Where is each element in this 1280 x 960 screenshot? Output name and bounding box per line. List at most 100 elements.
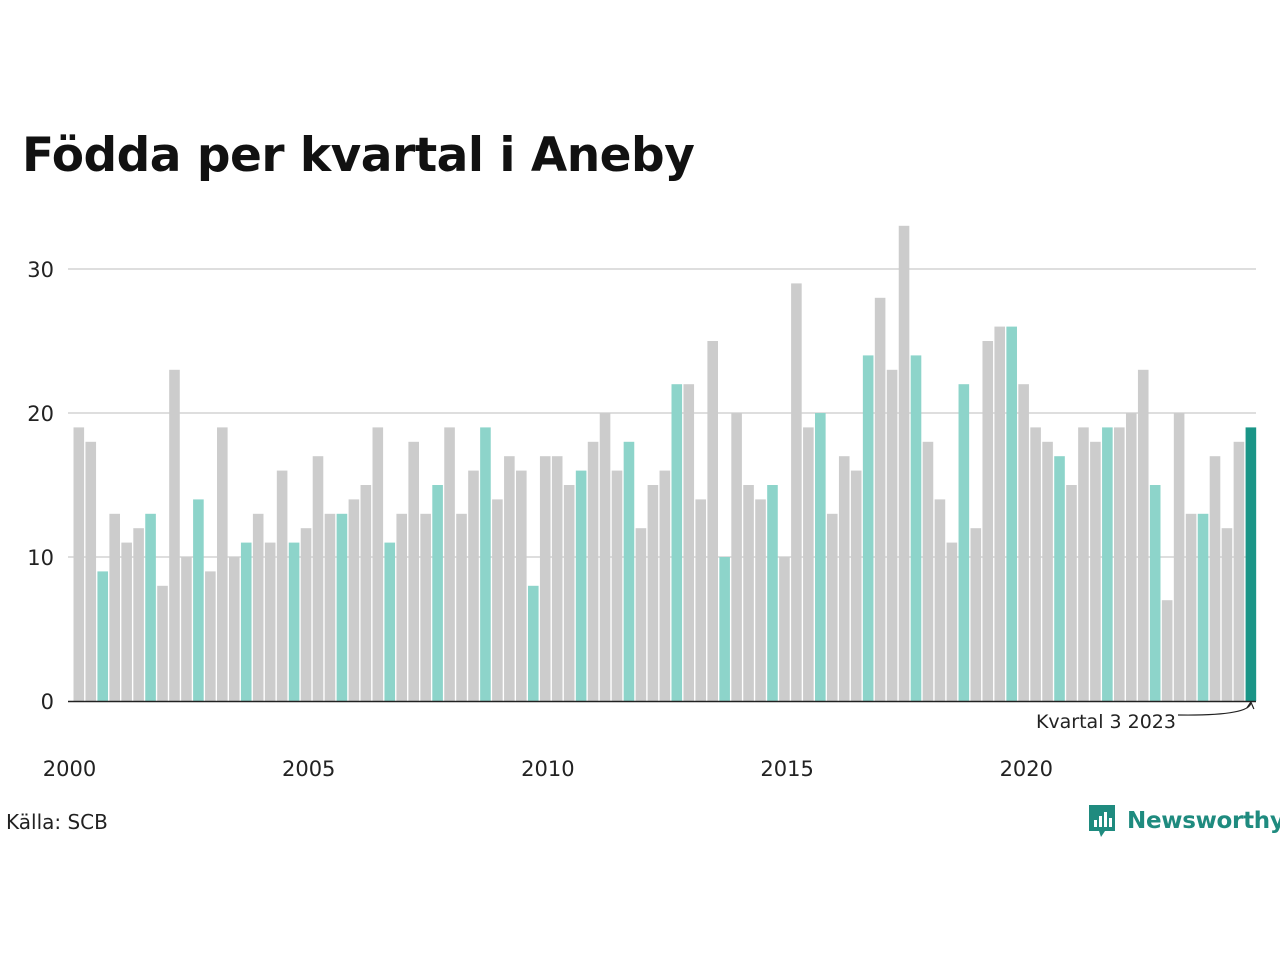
- bar: [1125, 413, 1137, 701]
- bar: [1221, 528, 1233, 701]
- bar: [803, 427, 814, 701]
- bar: [707, 341, 718, 701]
- bar: [504, 456, 515, 701]
- bar: [1245, 427, 1257, 701]
- bar: [1066, 485, 1077, 701]
- bar: [934, 499, 946, 701]
- bar: [193, 499, 204, 701]
- bar: [85, 441, 97, 701]
- bar: [324, 513, 336, 701]
- bar: [994, 326, 1006, 701]
- bar: [1018, 384, 1029, 701]
- bar: [133, 528, 144, 701]
- bar: [527, 585, 539, 701]
- bar: [1209, 456, 1221, 701]
- y-tick-label: 30: [27, 258, 54, 282]
- y-tick-label: 0: [41, 690, 54, 714]
- bar: [898, 225, 910, 702]
- bar: [886, 369, 898, 701]
- bar: [850, 470, 862, 701]
- source-note: Källa: SCB: [6, 810, 108, 834]
- bar-layer: [73, 225, 1257, 702]
- bar: [1197, 513, 1209, 701]
- bar: [611, 470, 623, 701]
- bar: [826, 513, 838, 701]
- bar: [1149, 485, 1161, 701]
- x-tick-label: 2015: [760, 757, 813, 781]
- bar: [551, 456, 563, 701]
- bar: [300, 528, 312, 701]
- bar: [563, 485, 575, 701]
- bar: [1161, 600, 1173, 701]
- bar: [1114, 427, 1125, 701]
- bar: [731, 413, 742, 701]
- bar: [587, 441, 599, 701]
- y-tick-label: 10: [27, 546, 54, 570]
- bar: [815, 413, 826, 701]
- bar: [1030, 427, 1041, 701]
- bar: [635, 528, 647, 701]
- bar: [719, 557, 730, 701]
- bar: [420, 513, 431, 701]
- bar: [288, 542, 300, 701]
- bar: [874, 297, 886, 701]
- bar: [169, 369, 180, 701]
- bar: [743, 485, 754, 701]
- bar: [683, 384, 695, 701]
- bar: [516, 470, 527, 701]
- bar: [970, 528, 982, 701]
- bar: [240, 542, 252, 701]
- bar: [1006, 326, 1017, 701]
- bar: [1173, 413, 1185, 701]
- bar: [1042, 441, 1053, 701]
- bar: [97, 571, 109, 701]
- newsworthy-logo-text: Newsworthy: [1127, 808, 1280, 834]
- bar: [779, 557, 790, 701]
- x-tick-label: 2020: [1000, 757, 1053, 781]
- bar: [767, 485, 778, 701]
- bar: [205, 571, 216, 701]
- bar-chart: 0 10 20 30 2000 2005 2010 2015 2020 Kvartal 3 202…: [27, 225, 1257, 781]
- bar: [217, 427, 228, 701]
- bar: [791, 283, 802, 701]
- bar: [145, 513, 156, 701]
- bar: [181, 557, 192, 701]
- bar: [946, 542, 958, 701]
- bar: [384, 542, 396, 701]
- bar: [444, 427, 455, 701]
- bar: [468, 470, 479, 701]
- bar: [671, 384, 683, 701]
- bar: [659, 470, 671, 701]
- annotation-arrowhead: [1246, 700, 1255, 710]
- bar: [599, 413, 611, 701]
- bar: [372, 427, 384, 701]
- bar: [623, 441, 635, 701]
- bar: [492, 499, 503, 701]
- newsworthy-logo[interactable]: Newsworthy: [1087, 803, 1280, 839]
- bar: [1102, 427, 1113, 701]
- x-tick-label: 2000: [43, 757, 96, 781]
- bar: [456, 513, 467, 701]
- bar: [276, 470, 288, 701]
- annotation-label: Kvartal 3 2023: [1036, 711, 1176, 733]
- bar: [1078, 427, 1089, 701]
- bar: [1054, 456, 1065, 701]
- bar: [157, 585, 168, 701]
- bar: [1185, 513, 1197, 701]
- annotation-arrow: [1177, 702, 1252, 716]
- label-layer: 0 10 20 30 2000 2005 2010 2015 2020 Kvartal 3 202…: [27, 258, 1255, 781]
- x-tick-label: 2010: [521, 757, 574, 781]
- bar: [838, 456, 850, 701]
- bar: [252, 513, 264, 701]
- bar: [922, 441, 934, 701]
- bar: [1233, 441, 1245, 701]
- bar: [408, 441, 419, 701]
- bar: [910, 355, 922, 701]
- bar: [647, 485, 659, 701]
- bar: [695, 499, 707, 701]
- bar: [862, 355, 874, 701]
- bar: [1137, 369, 1149, 701]
- bar: [539, 456, 551, 701]
- bar: [982, 341, 994, 701]
- bar: [360, 485, 372, 701]
